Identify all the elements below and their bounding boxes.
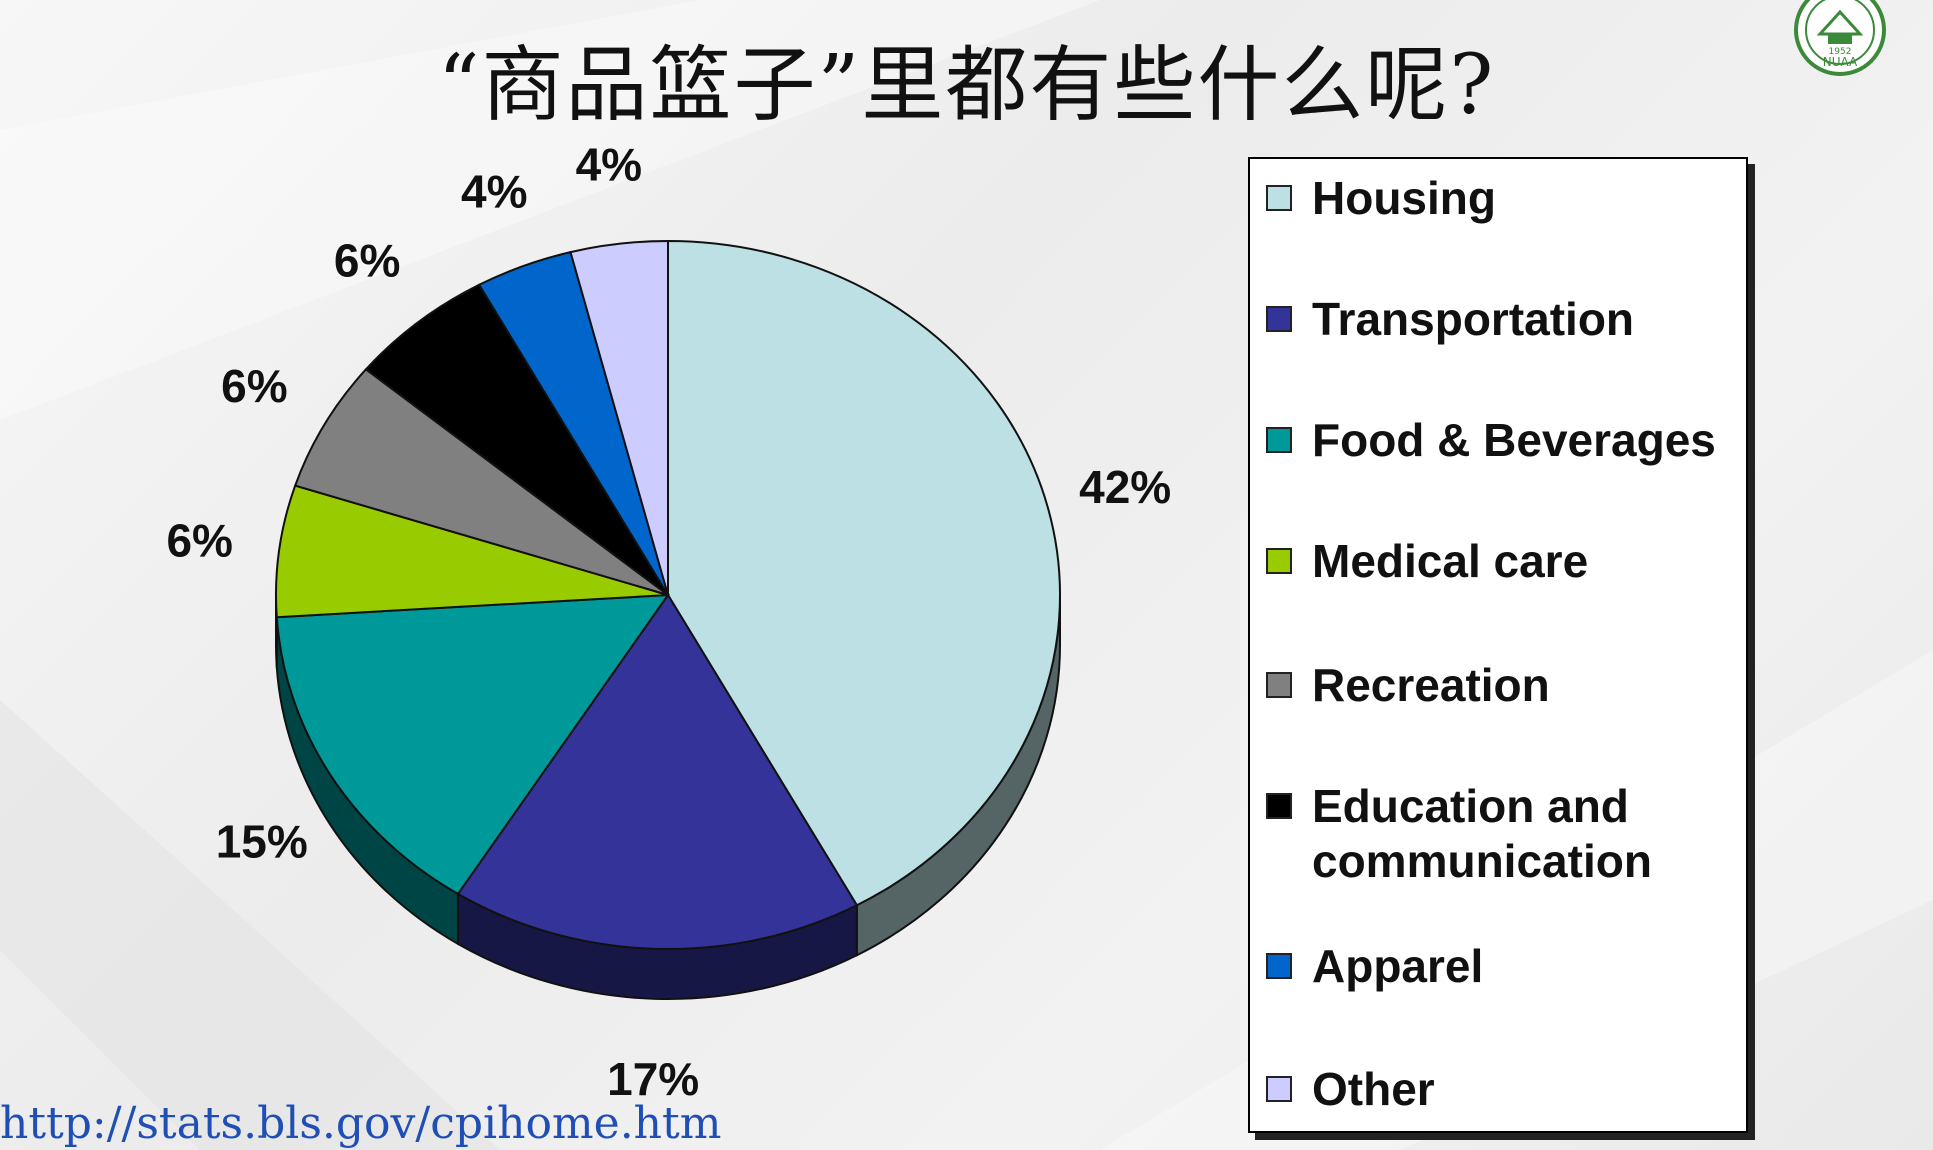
svg-text:1952: 1952 <box>1829 47 1852 57</box>
slide-title: “商品篮子”里都有些什么呢? <box>437 38 1496 133</box>
legend-label: Apparel <box>1312 940 1484 992</box>
legend-swatch <box>1266 427 1292 453</box>
pie-slice-other <box>569 239 669 596</box>
legend-swatch <box>1266 953 1292 979</box>
legend-label: Housing <box>1312 172 1496 224</box>
slice-value-label: 15% <box>216 815 308 867</box>
legend-item: Medical care <box>1266 534 1742 589</box>
legend-swatch <box>1266 1076 1292 1102</box>
svg-text:NUAA: NUAA <box>1823 55 1858 69</box>
slice-value-label: 6% <box>334 235 400 287</box>
legend-label: Other <box>1312 1063 1435 1115</box>
legend-swatch <box>1266 306 1292 332</box>
legend-label: Medical care <box>1312 535 1589 587</box>
source-link[interactable]: http://stats.bls.gov/cpihome.htm <box>0 1098 722 1149</box>
slice-value-label: 17% <box>607 1053 699 1105</box>
legend-item: Education and communication <box>1266 779 1742 889</box>
pie-slice-transportation <box>456 593 859 950</box>
legend-swatch <box>1266 793 1292 819</box>
legend-swatch <box>1266 185 1292 211</box>
slice-value-label: 4% <box>576 138 642 190</box>
legend-item: Apparel <box>1266 939 1742 994</box>
pie-slice-food-beverages <box>275 593 671 896</box>
legend-item: Recreation <box>1266 658 1742 713</box>
chart-legend: Housing Transportation Food & Beverages Med… <box>1248 157 1748 1133</box>
slice-value-label: 6% <box>166 515 232 567</box>
legend-label: Recreation <box>1312 659 1550 711</box>
slice-value-label: 6% <box>221 360 287 412</box>
legend-item: Other <box>1266 1062 1742 1117</box>
legend-label: Transportation <box>1312 293 1635 345</box>
pie-slice-education-and-communication <box>364 283 669 596</box>
pie-slice-recreation <box>293 368 669 596</box>
legend-item: Transportation <box>1266 292 1742 347</box>
slice-value-label: 4% <box>461 165 527 217</box>
legend-label: Food & Beverages <box>1312 414 1716 466</box>
pie-slice-medical-care <box>275 484 669 619</box>
slice-value-label: 42% <box>1079 461 1171 513</box>
legend-item: Housing <box>1266 171 1742 226</box>
legend-swatch <box>1266 548 1292 574</box>
university-seal-icon: NUAA 1952 <box>1794 0 1886 76</box>
pie-slice-housing <box>667 239 1061 907</box>
legend-label: Education and communication <box>1312 780 1652 887</box>
legend-item: Food & Beverages <box>1266 413 1742 468</box>
legend-swatch <box>1266 672 1292 698</box>
